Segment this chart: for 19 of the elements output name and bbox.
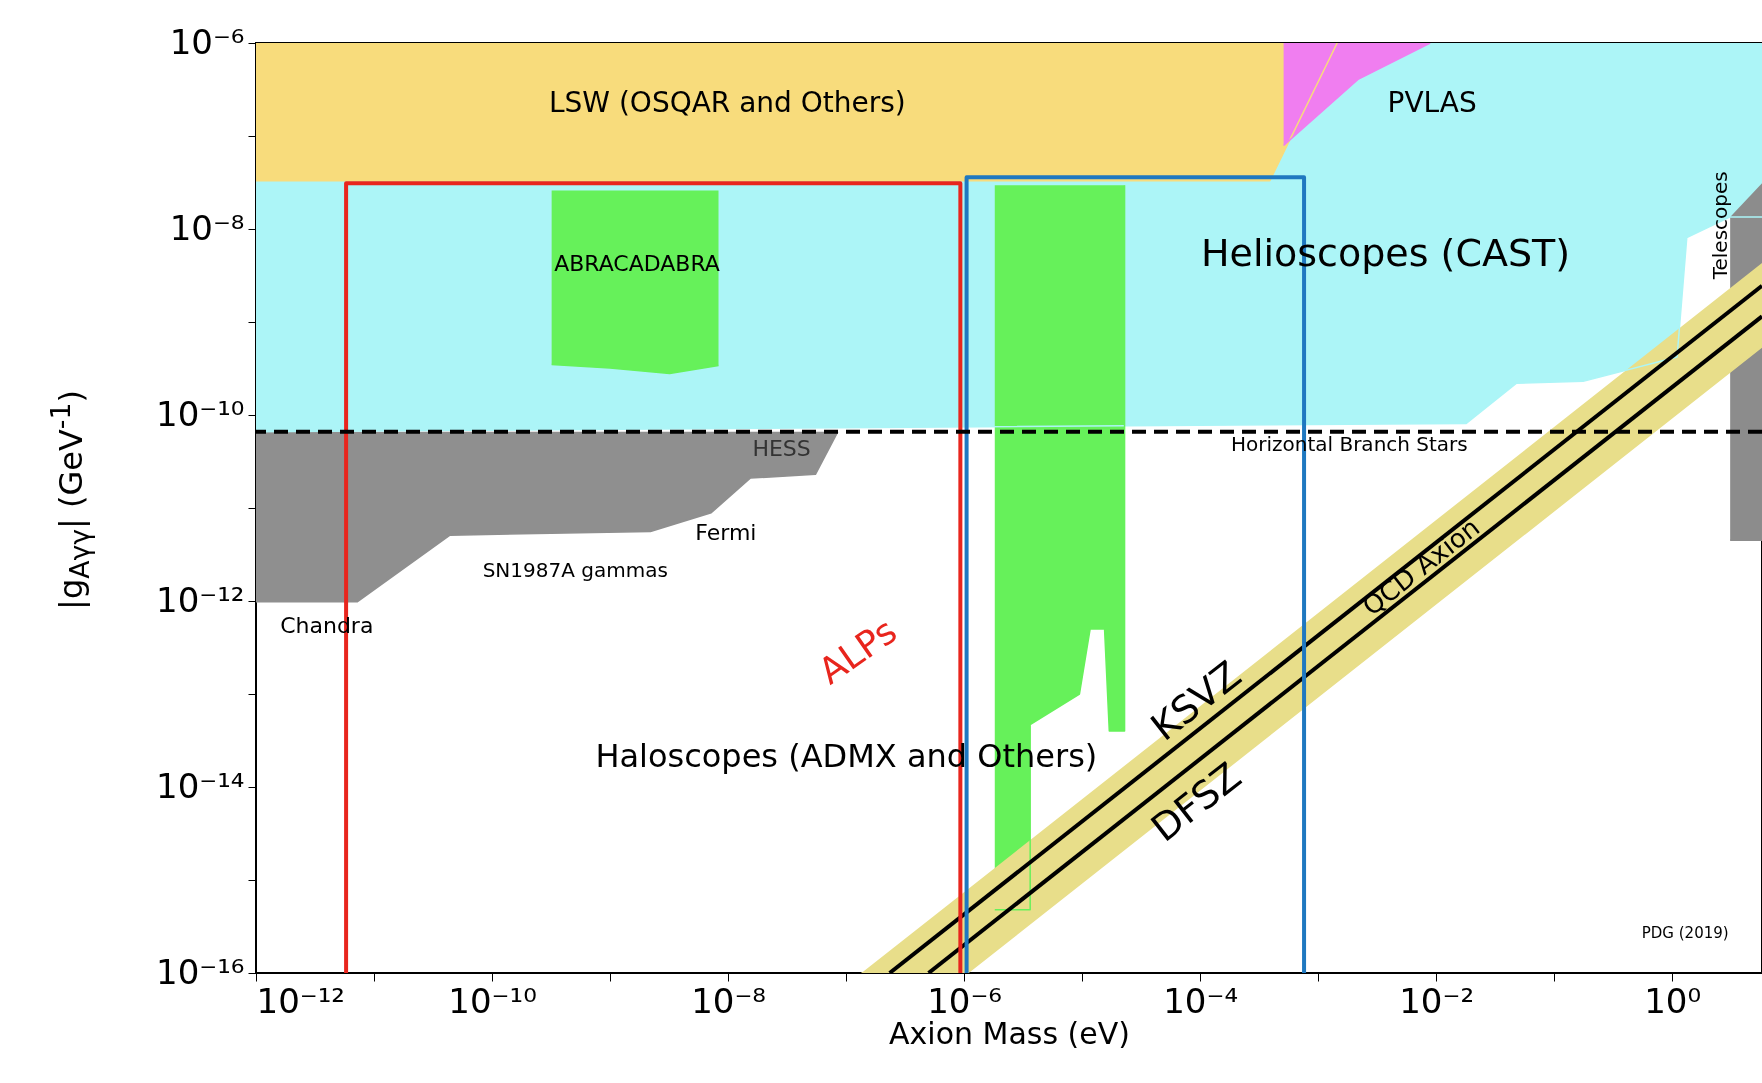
x-tick-label: 10⁻¹⁰	[448, 980, 537, 1021]
annotation: Telescopes	[1708, 171, 1733, 281]
y-tick-label: 10⁻¹⁴	[156, 765, 245, 806]
y-tick-label: 10⁻⁸	[169, 207, 245, 248]
x-tick-label: 10⁻⁴	[1163, 980, 1239, 1021]
annotation: PVLAS	[1387, 86, 1477, 120]
y-tick-label: 10⁻¹²	[156, 579, 245, 620]
x-tick-label: 10⁻²	[1399, 980, 1475, 1021]
annotation: Fermi	[695, 520, 757, 546]
y-tick-label: 10⁻⁶	[169, 21, 245, 62]
y-tick-label: 10⁻¹⁰	[156, 393, 245, 434]
x-tick-label: 10⁰	[1644, 980, 1702, 1021]
x-tick-label: 10⁻⁸	[691, 980, 766, 1021]
annotation: LSW (OSQAR and Others)	[548, 86, 906, 120]
annotation: SN1987A gammas	[482, 558, 668, 583]
x-tick-label: 10⁻¹²	[256, 980, 345, 1021]
annotation: PDG (2019)	[1641, 924, 1729, 943]
annotation: HESS	[752, 436, 811, 462]
y-tick-label: 10⁻¹⁶	[156, 951, 245, 992]
